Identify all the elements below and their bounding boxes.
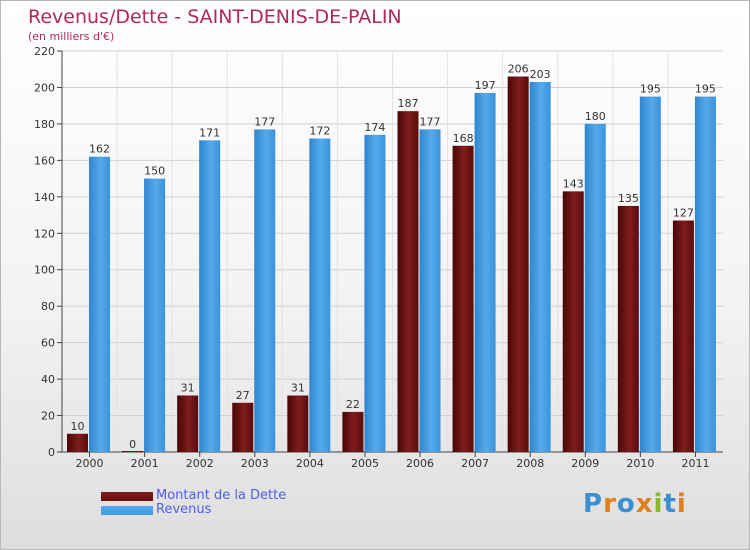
y-tick-label: 200 <box>34 81 55 94</box>
legend-item-revenue: Revenus <box>101 502 361 519</box>
chart-title: Revenus/Dette - SAINT-DENIS-DE-PALIN <box>28 6 402 28</box>
bar-revenue <box>254 129 276 453</box>
legend-label-revenue: Revenus <box>156 502 212 517</box>
data-label-revenue: 195 <box>695 83 716 96</box>
logo-letter: i <box>676 489 687 519</box>
bar-revenue <box>199 140 221 452</box>
y-tick-label: 180 <box>34 118 55 131</box>
y-tick-label: 120 <box>34 227 55 240</box>
chart-subtitle: (en milliers d'€) <box>28 30 115 43</box>
x-tick-label: 2003 <box>241 457 269 470</box>
data-label-debt: 187 <box>398 97 419 110</box>
x-tick-label: 2005 <box>351 457 379 470</box>
x-tick-label: 2000 <box>76 457 104 470</box>
data-label-revenue: 197 <box>475 79 496 92</box>
gridlines <box>62 50 723 453</box>
bar-debt <box>342 411 364 452</box>
x-tick-label: 2010 <box>626 457 654 470</box>
proxiti-logo: Proxiti <box>583 489 687 519</box>
bar-revenue <box>364 134 386 452</box>
data-label-revenue: 180 <box>585 110 606 123</box>
data-label-revenue: 177 <box>420 115 441 128</box>
y-tick-label: 80 <box>41 300 55 313</box>
logo-letter: x <box>635 489 654 519</box>
x-tick-label: 2004 <box>296 457 324 470</box>
bar-revenue <box>419 129 441 453</box>
bar-debt <box>177 395 199 452</box>
bars <box>67 76 716 453</box>
data-label-debt: 31 <box>291 381 305 394</box>
legend-swatch-revenue <box>101 506 153 515</box>
x-tick-label: 2011 <box>681 457 709 470</box>
y-tick-label: 40 <box>41 373 55 386</box>
data-label-revenue: 171 <box>199 126 220 139</box>
x-tick-label: 2008 <box>516 457 544 470</box>
y-tick-label: 100 <box>34 264 55 277</box>
data-label-debt: 127 <box>673 207 694 220</box>
y-tick-label: 220 <box>34 45 55 58</box>
x-tick-label: 2001 <box>131 457 159 470</box>
bar-revenue <box>89 156 110 452</box>
logo-letter: t <box>663 489 677 519</box>
bar-revenue <box>529 81 551 453</box>
data-label-debt: 206 <box>508 63 529 76</box>
logo-letter: P <box>583 489 604 519</box>
data-label-debt: 143 <box>563 177 584 190</box>
y-tick-label: 20 <box>41 410 55 423</box>
legend-label-debt: Montant de la Dette <box>156 488 287 503</box>
x-tick-label: 2002 <box>186 457 214 470</box>
y-tick-label: 0 <box>48 446 55 459</box>
logo-letter: r <box>603 489 617 519</box>
data-label-revenue: 150 <box>144 165 165 178</box>
bar-revenue <box>584 123 606 452</box>
data-label-debt: 10 <box>71 420 85 433</box>
logo-letter: i <box>653 489 664 519</box>
bar-debt <box>397 111 419 453</box>
data-label-debt: 135 <box>618 192 639 205</box>
y-tick-label: 140 <box>34 191 55 204</box>
legend-swatch-debt <box>101 492 153 501</box>
data-label-debt: 22 <box>346 398 360 411</box>
data-label-revenue: 172 <box>309 124 330 137</box>
x-tick-label: 2009 <box>571 457 599 470</box>
data-label-revenue: 195 <box>640 83 661 96</box>
bar-debt <box>452 145 474 453</box>
x-tick-label: 2007 <box>461 457 489 470</box>
data-label-revenue: 174 <box>364 121 385 134</box>
bar-debt <box>617 205 639 452</box>
y-tick-label: 60 <box>41 337 55 350</box>
bar-debt <box>507 76 529 452</box>
data-label-revenue: 203 <box>530 68 551 81</box>
bar-debt <box>562 191 584 452</box>
data-label-revenue: 177 <box>254 115 275 128</box>
y-tick-label: 160 <box>34 154 55 167</box>
data-labels: 1016201503117127177311722217418717716819… <box>71 63 716 451</box>
bar-revenue <box>309 138 331 452</box>
data-label-debt: 31 <box>181 381 195 394</box>
data-label-debt: 27 <box>236 389 250 402</box>
bar-revenue <box>144 178 166 452</box>
legend-item-debt: Montant de la Dette <box>101 488 361 505</box>
bar-revenue <box>639 96 661 453</box>
bar-debt <box>67 433 88 452</box>
x-tick-label: 2006 <box>406 457 434 470</box>
logo-letter: o <box>616 489 636 519</box>
data-label-debt: 0 <box>129 438 136 451</box>
bar-debt <box>122 451 144 452</box>
bar-revenue <box>474 92 496 452</box>
bar-debt <box>232 402 254 452</box>
data-label-revenue: 162 <box>89 143 110 156</box>
bar-debt <box>287 395 309 452</box>
bar-debt <box>672 220 694 452</box>
bar-revenue <box>694 96 716 453</box>
data-label-debt: 168 <box>453 132 474 145</box>
